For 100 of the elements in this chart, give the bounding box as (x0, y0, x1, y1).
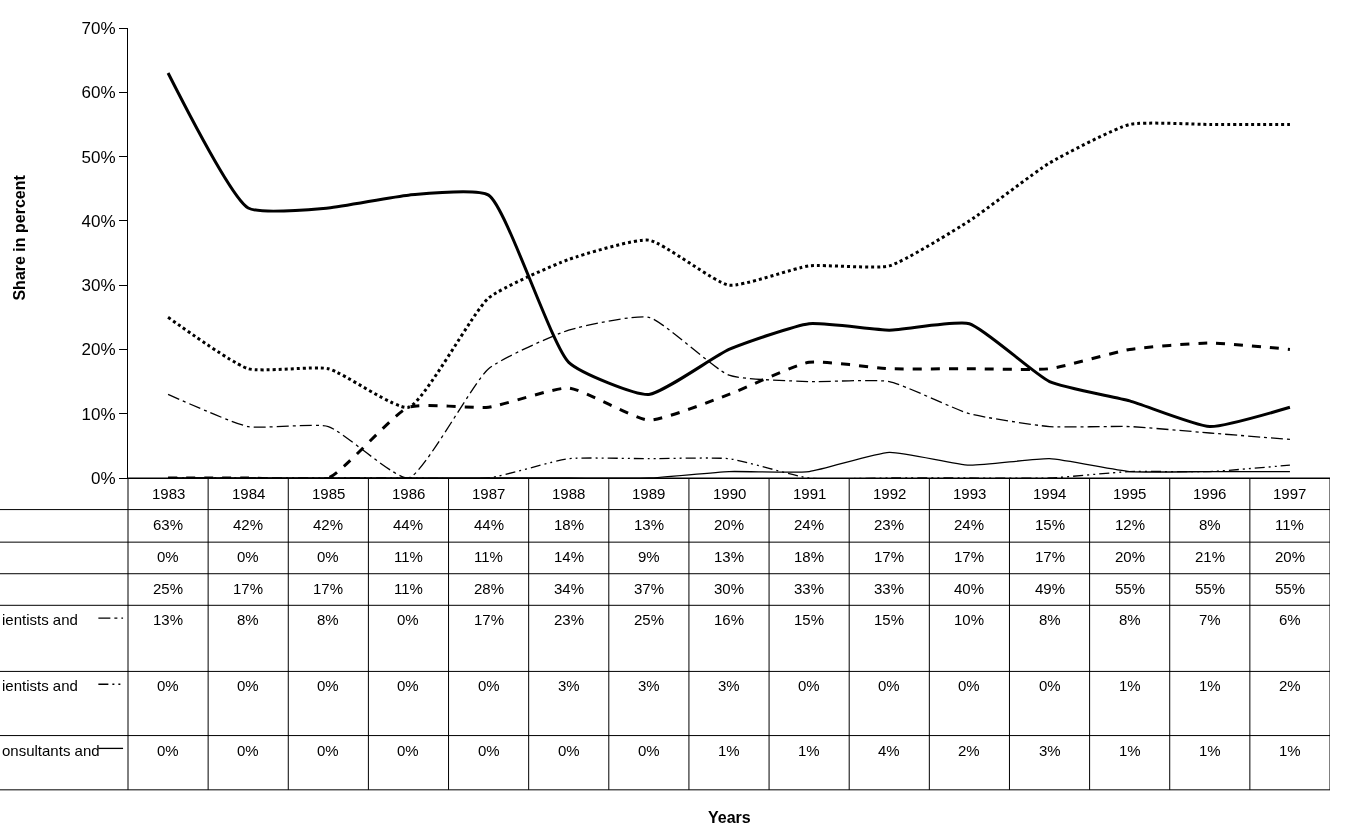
data-label: 20% (714, 516, 745, 533)
data-label: 15% (794, 611, 825, 628)
data-label: 17% (474, 611, 505, 628)
legend-label: ientists and (2, 611, 78, 628)
x-tick-label: 1994 (1033, 485, 1067, 502)
x-tick-label: 1991 (793, 485, 827, 502)
data-label: 18% (794, 548, 825, 565)
data-label: 17% (954, 548, 985, 565)
data-label: 0% (157, 548, 179, 565)
data-label: 3% (1039, 742, 1061, 759)
data-label: 24% (954, 516, 985, 533)
data-label: 11% (474, 548, 503, 565)
data-label: 0% (478, 677, 500, 694)
data-label: 17% (233, 580, 264, 597)
data-label: 23% (554, 611, 585, 628)
data-label: 24% (794, 516, 825, 533)
data-label: 8% (1199, 516, 1221, 533)
data-label: 1% (1119, 742, 1141, 759)
data-label: 3% (718, 677, 740, 694)
y-tick-label: 0% (91, 468, 116, 488)
data-label: 49% (1035, 580, 1066, 597)
data-label: 15% (1035, 516, 1066, 533)
data-label: 0% (317, 677, 339, 694)
data-label: 0% (478, 742, 500, 759)
data-label: 0% (798, 677, 820, 694)
data-label: 23% (874, 516, 905, 533)
data-label: 1% (1119, 677, 1141, 694)
data-label: 8% (237, 611, 259, 628)
data-label: 0% (157, 677, 179, 694)
data-label: 0% (638, 742, 660, 759)
data-label: 13% (153, 611, 184, 628)
data-label: 18% (554, 516, 585, 533)
data-label: 7% (1199, 611, 1221, 628)
data-label: 42% (313, 516, 344, 533)
data-label: 3% (638, 677, 660, 694)
legend-label: onsultants and (2, 742, 100, 759)
data-label: 0% (878, 677, 900, 694)
data-label: 28% (474, 580, 505, 597)
data-label: 11% (1275, 516, 1304, 533)
data-label: 55% (1195, 580, 1226, 597)
data-label: 63% (153, 516, 184, 533)
x-tick-label: 1988 (552, 485, 586, 502)
data-label: 2% (958, 742, 980, 759)
data-label: 11% (394, 580, 423, 597)
data-label: 44% (393, 516, 424, 533)
data-label: 0% (397, 611, 419, 628)
data-label: 10% (954, 611, 985, 628)
data-label: 0% (237, 548, 259, 565)
data-label: 8% (1119, 611, 1141, 628)
y-tick-label: 30% (81, 276, 116, 296)
data-label: 33% (794, 580, 825, 597)
data-label: 0% (317, 742, 339, 759)
y-tick-label: 70% (81, 18, 116, 38)
data-label: 25% (153, 580, 184, 597)
data-label: 6% (1279, 611, 1301, 628)
y-axis-title: Share in percent (11, 174, 29, 301)
y-tick-label: 20% (81, 340, 116, 360)
y-tick-label: 10% (81, 404, 116, 424)
data-label: 0% (157, 742, 179, 759)
x-tick-label: 1993 (953, 485, 987, 502)
data-label: 1% (1199, 742, 1221, 759)
data-label: 37% (634, 580, 665, 597)
data-label: 1% (718, 742, 740, 759)
data-label: 16% (714, 611, 745, 628)
data-label: 1% (1199, 677, 1221, 694)
data-label: 0% (237, 677, 259, 694)
data-label: 8% (317, 611, 339, 628)
legend-label: ientists and (2, 677, 78, 694)
data-label: 15% (874, 611, 905, 628)
data-label: 25% (634, 611, 665, 628)
data-label: 1% (1279, 742, 1301, 759)
y-tick-label: 60% (81, 83, 116, 103)
data-label: 13% (714, 548, 745, 565)
data-label: 40% (954, 580, 985, 597)
data-label: 21% (1195, 548, 1226, 565)
x-tick-label: 1989 (632, 485, 666, 502)
data-label: 55% (1115, 580, 1146, 597)
x-tick-label: 1990 (713, 485, 747, 502)
data-label: 0% (237, 742, 259, 759)
x-tick-label: 1985 (312, 485, 346, 502)
data-label: 3% (558, 677, 580, 694)
data-label: 12% (1115, 516, 1146, 533)
data-label: 0% (558, 742, 580, 759)
x-tick-label: 1996 (1193, 485, 1227, 502)
data-label: 20% (1275, 548, 1306, 565)
y-tick-label: 40% (81, 211, 116, 231)
data-label: 1% (798, 742, 820, 759)
data-label: 44% (474, 516, 505, 533)
x-tick-label: 1983 (152, 485, 186, 502)
data-label: 33% (874, 580, 905, 597)
data-label: 2% (1279, 677, 1301, 694)
data-label: 17% (313, 580, 344, 597)
data-label: 0% (1039, 677, 1061, 694)
data-label: 30% (714, 580, 745, 597)
data-label: 42% (233, 516, 264, 533)
data-label: 11% (394, 548, 423, 565)
data-label: 0% (397, 677, 419, 694)
x-tick-label: 1992 (873, 485, 907, 502)
data-label: 0% (317, 548, 339, 565)
data-label: 0% (397, 742, 419, 759)
